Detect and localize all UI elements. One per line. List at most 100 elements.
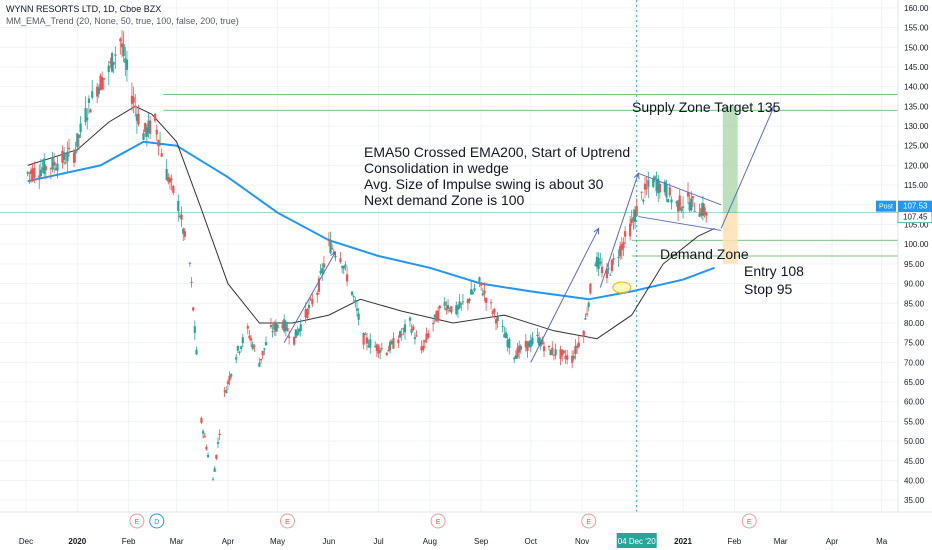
candle-body	[293, 336, 296, 345]
candle-body	[264, 341, 268, 346]
candle-body	[339, 258, 342, 263]
candle-body	[481, 293, 484, 296]
candle-body	[552, 354, 556, 356]
candle-body	[542, 346, 546, 352]
time-tick-label: 2020	[68, 537, 86, 546]
candle-body	[665, 184, 668, 198]
time-tick-label: May	[270, 537, 285, 546]
candle-body	[554, 349, 557, 356]
candle-body	[501, 326, 504, 328]
candle-body	[355, 308, 359, 311]
candle-body	[400, 334, 403, 336]
supply-zone-label: Supply Zone Target 135	[632, 99, 781, 115]
candle-body	[435, 311, 438, 322]
candle-body	[652, 178, 655, 187]
candle-body	[478, 277, 481, 282]
candle-body	[54, 168, 57, 170]
candle-body	[109, 61, 112, 64]
candle-body	[259, 358, 263, 361]
candle-body	[594, 264, 597, 266]
candle-body	[241, 337, 244, 344]
crosshair-date-tag	[616, 533, 657, 548]
candle-body	[182, 228, 185, 234]
candle-body	[51, 157, 54, 170]
candle-body	[238, 351, 241, 353]
candle-body	[675, 202, 678, 204]
ema-layer	[27, 105, 715, 340]
candle-body	[647, 180, 650, 187]
price-tick-label: 40.00	[904, 476, 925, 485]
candle-body	[160, 153, 163, 157]
earnings-marker-label: E	[436, 519, 441, 526]
candle-body	[377, 345, 380, 354]
candle-body	[61, 150, 64, 163]
candle-body	[676, 200, 680, 212]
time-tick-label: Dec	[19, 537, 33, 546]
candle-body	[458, 301, 461, 309]
wedge-lower	[638, 216, 722, 231]
candle-body	[437, 310, 440, 321]
candle-body	[354, 299, 357, 303]
candle-body	[39, 169, 42, 176]
candle-body	[518, 345, 521, 353]
candle-body	[705, 212, 708, 216]
candle-body	[77, 135, 81, 138]
analysis-note-line: Next demand Zone is 100	[364, 192, 525, 208]
dividend-marker-label: D	[154, 519, 159, 526]
candle-body	[387, 350, 390, 352]
candle-body	[701, 203, 705, 216]
candle-body	[524, 340, 527, 348]
candle-body	[235, 357, 238, 360]
candle-body	[392, 338, 395, 349]
candle-body	[64, 162, 67, 164]
candle-body	[177, 200, 180, 212]
candle-body	[147, 120, 150, 133]
candle-body	[38, 175, 41, 178]
candle-body	[445, 307, 448, 311]
candle-body	[124, 58, 127, 64]
candle-body	[397, 339, 400, 344]
post-price-value: 107.53	[903, 202, 928, 211]
candle-body	[365, 337, 369, 344]
candle-body	[375, 344, 378, 352]
candle-body	[271, 331, 274, 333]
impulse-arrow-1-head	[330, 251, 337, 259]
candle-body	[261, 350, 264, 356]
impulse-arrow-2	[530, 228, 600, 363]
candle-body	[607, 268, 610, 270]
candle-body	[589, 283, 592, 294]
candle-body	[114, 54, 117, 56]
candle-body	[240, 346, 243, 349]
candle-body	[432, 323, 435, 325]
candle-body	[503, 334, 506, 338]
time-tick-label: Sep	[474, 537, 489, 546]
candle-body	[120, 43, 124, 48]
candle-body	[309, 298, 312, 300]
candle-body	[281, 324, 284, 329]
candle-body	[493, 309, 496, 313]
candle-body	[258, 362, 261, 367]
candle-body	[584, 318, 587, 320]
candle-body	[504, 332, 508, 339]
candle-body	[425, 333, 428, 340]
price-tick-label: 55.00	[904, 417, 925, 426]
candle-body	[422, 345, 425, 351]
candle-body	[385, 352, 388, 355]
price-tick-label: 100.00	[904, 240, 929, 249]
candle-body	[44, 166, 47, 171]
candle-body	[628, 223, 632, 237]
candle-body	[412, 326, 415, 330]
candle-body	[200, 418, 203, 423]
candle-body	[299, 324, 302, 332]
candle-body	[342, 265, 345, 269]
projection-arrow	[720, 106, 775, 229]
candle-body	[619, 246, 622, 257]
candle-body	[41, 167, 44, 170]
analysis-note-line: Avg. Size of Impulse swing is about 30	[364, 176, 604, 192]
candle-body	[31, 168, 34, 180]
candle-body	[56, 163, 59, 171]
candle-body	[549, 349, 552, 356]
candle-body	[410, 328, 413, 333]
